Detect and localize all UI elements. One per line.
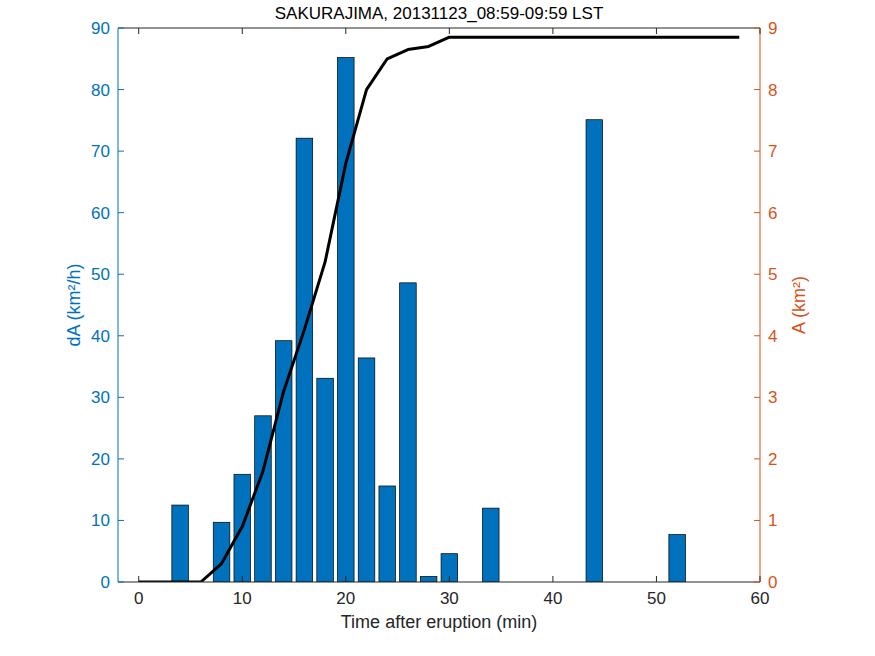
y2-tick-label: 0 [768, 573, 777, 592]
y-tick [118, 151, 124, 152]
y-tick [118, 582, 124, 583]
y-axis [118, 28, 119, 582]
bar [482, 508, 499, 582]
bar [172, 505, 189, 582]
bar [669, 535, 686, 582]
x-tick [760, 28, 761, 34]
bar [400, 283, 417, 582]
bar [379, 486, 396, 582]
x-tick [242, 28, 243, 34]
y-tick-label: 90 [91, 19, 110, 38]
x-tick-label: 10 [233, 589, 252, 608]
y2-tick-label: 3 [768, 388, 777, 407]
y-tick [118, 28, 124, 29]
frame-top [118, 28, 760, 29]
x-tick [449, 576, 450, 582]
x-tick [345, 576, 346, 582]
y-tick-label: 50 [91, 265, 110, 284]
y-tick-label: 0 [101, 573, 110, 592]
y-tick-label: 10 [91, 511, 110, 530]
y2-tick-label: 8 [768, 81, 777, 100]
y2-tick-label: 1 [768, 511, 777, 530]
y2-tick [754, 28, 760, 29]
bar [586, 120, 603, 582]
y2-tick [754, 582, 760, 583]
x-tick [552, 576, 553, 582]
y2-tick [754, 520, 760, 521]
y-label: dA (km²/h) [64, 263, 84, 346]
y-tick [118, 335, 124, 336]
y2-tick [754, 458, 760, 459]
x-tick-label: 30 [440, 589, 459, 608]
y-tick [118, 458, 124, 459]
x-tick-label: 40 [543, 589, 562, 608]
y2-tick [754, 274, 760, 275]
y2-tick-label: 9 [768, 19, 777, 38]
x-tick [656, 576, 657, 582]
y-tick [118, 212, 124, 213]
bar [358, 358, 375, 582]
y2-tick-label: 5 [768, 265, 777, 284]
y2-axis [760, 28, 761, 582]
x-label: Time after eruption (min) [341, 612, 537, 632]
bar [338, 58, 355, 582]
y-tick-label: 80 [91, 81, 110, 100]
line [139, 37, 740, 582]
y-tick-label: 40 [91, 327, 110, 346]
marks [139, 37, 740, 582]
y-tick [118, 397, 124, 398]
x-tick [760, 576, 761, 582]
bar [420, 576, 437, 582]
x-tick [138, 576, 139, 582]
title: SAKURAJIMA, 20131123_08:59-09:59 LST [275, 4, 604, 23]
x-tick-label: 20 [336, 589, 355, 608]
x-tick [656, 28, 657, 34]
y2-tick [754, 397, 760, 398]
y-tick-label: 60 [91, 204, 110, 223]
x-tick [552, 28, 553, 34]
y2-tick [754, 212, 760, 213]
x-tick-label: 0 [134, 589, 143, 608]
y-tick-label: 70 [91, 142, 110, 161]
y2-tick-label: 4 [768, 327, 777, 346]
x-tick [449, 28, 450, 34]
x-tick-label: 50 [647, 589, 666, 608]
y-tick [118, 89, 124, 90]
bar [296, 138, 313, 582]
y2-label: A (km²) [789, 276, 809, 334]
y-tick [118, 274, 124, 275]
bar [255, 416, 272, 582]
y2-tick [754, 89, 760, 90]
y2-tick [754, 151, 760, 152]
x-tick [242, 576, 243, 582]
y-tick-label: 20 [91, 450, 110, 469]
x-tick-label: 60 [751, 589, 770, 608]
y-tick-label: 30 [91, 388, 110, 407]
y2-tick-label: 7 [768, 142, 777, 161]
bar [441, 554, 458, 582]
chart: 0102030405060010203040506070809001234567… [0, 0, 875, 656]
x-axis [118, 582, 760, 583]
y-tick [118, 520, 124, 521]
x-tick [138, 28, 139, 34]
background [0, 0, 875, 656]
bar [317, 378, 334, 582]
y2-tick [754, 335, 760, 336]
y2-tick-label: 6 [768, 204, 777, 223]
x-tick [345, 28, 346, 34]
y2-tick-label: 2 [768, 450, 777, 469]
